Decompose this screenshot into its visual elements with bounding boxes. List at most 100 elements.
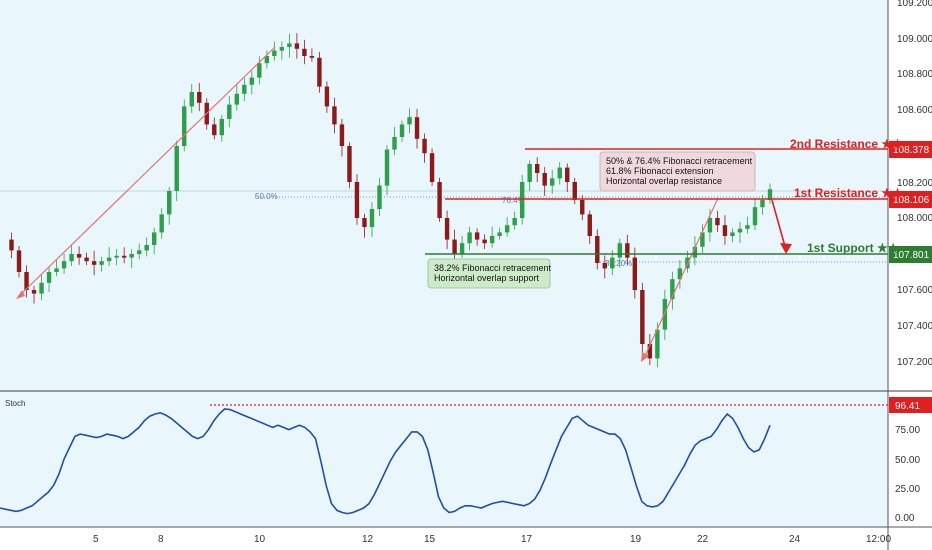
candle-body xyxy=(324,86,330,107)
stoch-label: Stoch xyxy=(5,399,25,408)
y-tick: 109.200 xyxy=(897,0,932,9)
candle-body xyxy=(670,279,675,299)
candle-body xyxy=(249,77,255,85)
candle-body xyxy=(745,225,750,229)
candle-body xyxy=(444,218,450,240)
stoch-tick: 0.00 xyxy=(895,513,915,524)
stoch-tick: 25.00 xyxy=(895,484,920,495)
candle-body xyxy=(339,124,345,146)
candle-body xyxy=(302,48,307,56)
candle-body xyxy=(422,138,427,154)
candle-body xyxy=(159,214,164,233)
candle-body xyxy=(715,218,720,226)
candle-body xyxy=(662,299,668,330)
candle-body xyxy=(550,178,555,186)
candle-body xyxy=(474,232,480,240)
candle-body xyxy=(31,290,37,294)
candle-body xyxy=(542,173,547,186)
candle-body xyxy=(752,207,758,226)
candle-body xyxy=(242,84,247,94)
candle-body xyxy=(309,56,315,58)
candle-body xyxy=(557,167,562,179)
x-tick: 10 xyxy=(254,534,266,545)
candle-body xyxy=(527,164,532,182)
candle-body xyxy=(279,47,285,51)
y-tick: 108.800 xyxy=(897,69,932,80)
candle-body xyxy=(392,137,397,150)
candle-body xyxy=(332,106,337,125)
candle-body xyxy=(144,245,149,251)
price-pane-bg xyxy=(0,0,888,391)
candle-body xyxy=(572,182,577,200)
candle-body xyxy=(737,228,743,233)
tag-2nd-resistance-text: 108.378 xyxy=(893,145,930,156)
annotation-line: 38.2% Fibonacci retracement xyxy=(434,263,552,273)
candle-body xyxy=(407,117,412,125)
y-tick: 107.600 xyxy=(897,285,932,296)
candle-body xyxy=(54,268,59,272)
tag-1st-support-text: 107.801 xyxy=(893,250,930,261)
level-tags: 108.378 108.106 107.801 xyxy=(889,141,932,263)
candle-body xyxy=(46,272,52,283)
y-axis-ticks: 109.200 109.000 108.800 108.600 108.200 … xyxy=(897,0,932,368)
candle-body xyxy=(9,239,14,251)
candle-body xyxy=(212,124,217,136)
trend-arrow-up-2 xyxy=(642,197,719,361)
candle-body xyxy=(692,246,698,258)
stoch-level-tag-text: 96.41 xyxy=(895,401,920,412)
annotation-line: 61.8% Fibonacci extension xyxy=(606,166,714,176)
fib-label: 76.4% xyxy=(502,196,525,205)
y-tick: 109.000 xyxy=(897,34,932,45)
candle-body xyxy=(167,191,172,215)
level-lines: 2nd Resistance ★★ 1st Resistance ★★ 1st … xyxy=(425,137,903,255)
candle-body xyxy=(272,50,277,56)
candle-body xyxy=(707,218,713,233)
arrow-head-icon xyxy=(16,290,25,299)
x-axis-ticks: 5 8 10 12 15 17 19 22 24 12:00 xyxy=(93,534,891,545)
candle-body xyxy=(151,232,157,245)
candle-body xyxy=(369,209,375,227)
candle-body xyxy=(677,268,683,280)
candle-body xyxy=(640,290,645,344)
stoch-tick: 50.00 xyxy=(895,455,920,466)
candle-body xyxy=(91,261,97,265)
candle-body xyxy=(459,243,465,254)
candle-body xyxy=(610,257,615,269)
candle-body xyxy=(347,146,352,182)
candle-body xyxy=(61,261,67,269)
candle-body xyxy=(114,255,119,258)
annotation-line: Horizontal overlap resistance xyxy=(606,176,722,186)
candle-body xyxy=(730,232,735,236)
candle-body xyxy=(189,92,194,107)
candle-body xyxy=(647,344,653,359)
candle-body xyxy=(287,43,292,47)
x-tick: 5 xyxy=(93,534,99,545)
x-tick: 12 xyxy=(362,534,374,545)
support-annotation-box xyxy=(427,258,551,289)
candle-body xyxy=(384,149,390,186)
stoch-ticks: 75.00 50.00 25.00 0.00 xyxy=(895,425,920,524)
candle-body xyxy=(219,119,224,136)
candle-body xyxy=(467,232,472,244)
trend-arrows xyxy=(16,46,792,362)
candle-body xyxy=(136,250,142,254)
candle-body xyxy=(197,92,202,103)
candle-body xyxy=(587,214,592,236)
resistance-annotation: 50% & 76.4% Fibonacci retracement 61.8% … xyxy=(599,151,756,192)
candle-body xyxy=(625,243,630,258)
candle-body xyxy=(700,232,705,247)
candle-body xyxy=(377,185,382,209)
x-tick: 17 xyxy=(521,534,533,545)
candle-body xyxy=(294,43,300,49)
level-2nd-resistance-label: 2nd Resistance ★★ xyxy=(790,137,903,151)
annotation-line: Horizontal overlap support xyxy=(434,273,540,283)
candle-body xyxy=(482,239,487,244)
candle-body xyxy=(504,225,510,233)
candle-body xyxy=(399,124,405,137)
x-tick: 15 xyxy=(424,534,436,545)
candle-body xyxy=(16,250,22,272)
candle-body xyxy=(489,236,495,244)
level-1st-support-label: 1st Support ★★ xyxy=(807,241,899,255)
x-tick: 24 xyxy=(789,534,801,545)
